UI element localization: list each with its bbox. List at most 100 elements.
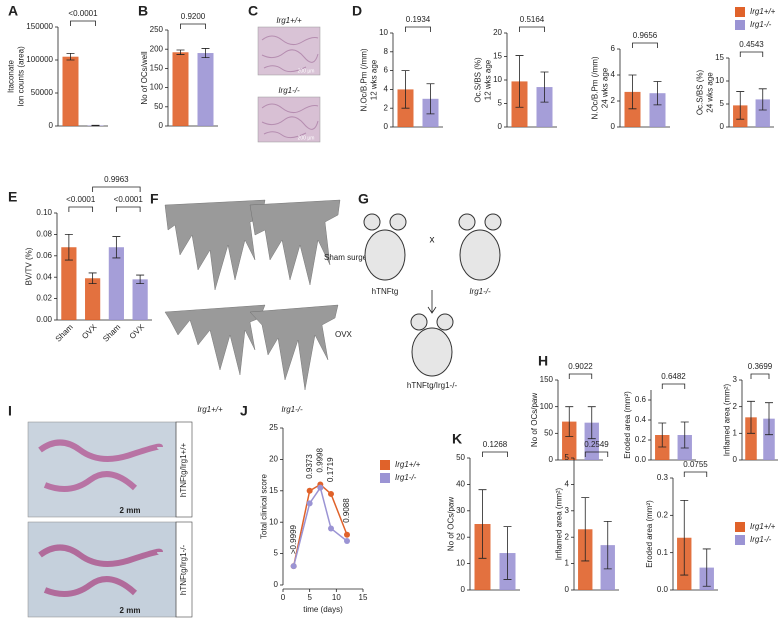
y-tick-label: 50 (544, 428, 553, 437)
bar (108, 247, 124, 320)
y-tick-label: 0 (461, 585, 466, 594)
scale-label: 2 mm (120, 606, 141, 615)
legend-label: Irg1+/+ (750, 7, 776, 16)
error-bar (747, 400, 755, 434)
error-bar (136, 274, 145, 285)
y-tick-label: 0 (611, 122, 616, 131)
y-tick-label: 20 (456, 532, 465, 541)
y-tick-label: 0.0 (635, 455, 647, 464)
significance-bracket (68, 206, 94, 212)
scale-label: 200 µm (298, 68, 315, 74)
y-tick-label: 50000 (31, 88, 54, 97)
x-tick-label: OVX (128, 322, 147, 341)
point (306, 500, 313, 507)
diagram-label: x (430, 235, 435, 246)
significance-bracket (584, 451, 609, 457)
x-tick-label: OVX (80, 322, 99, 341)
p-value: 0.1934 (406, 15, 431, 24)
legend-swatch (735, 535, 745, 545)
image-label: Irg1-/- (278, 86, 300, 95)
point (344, 538, 350, 545)
y-tick-label: 0.3 (657, 473, 669, 482)
scale-label: 2 mm (120, 506, 141, 515)
y-tick-label: 6 (611, 44, 616, 53)
p-value: 0.4543 (739, 40, 764, 49)
x-tick-label: 0 (281, 593, 286, 602)
error-bar (66, 53, 75, 61)
y-tick-label: 250 (150, 25, 164, 34)
legend-swatch (380, 473, 390, 483)
p-value: 0.2549 (584, 440, 609, 449)
p-value: >0.9999 (289, 524, 298, 554)
diagram-label: Irg1-/- (469, 287, 491, 296)
image-texture (261, 103, 319, 139)
p-value: 0.5164 (520, 15, 545, 24)
p-value: 0.9022 (568, 362, 593, 371)
y-tick-label: 8 (384, 47, 389, 56)
diagram-label: hTNFtg (372, 287, 399, 296)
y-tick-label: 50 (154, 102, 163, 111)
y-axis-label: Eroded area (mm²) (623, 391, 632, 459)
y-axis-label: 24 wks age (601, 67, 610, 108)
p-value: 0.1719 (326, 457, 335, 482)
image-texture (261, 35, 319, 73)
mouse-icons (363, 213, 502, 377)
bar (61, 247, 77, 320)
panel-label: I (8, 403, 12, 419)
y-tick-label: 2 (384, 103, 389, 112)
error-bar (478, 489, 487, 559)
histology-image (27, 521, 177, 618)
y-axis-label: N.Oc/B.Pm (/mm) (591, 56, 600, 119)
error-bar (736, 91, 745, 120)
y-axis-label: Eroded area (mm²) (645, 500, 654, 568)
panel-label: E (8, 189, 17, 205)
y-tick-label: 0.0 (657, 585, 669, 594)
significance-bracket (739, 51, 764, 57)
significance-bracket (115, 206, 141, 212)
y-tick-label: 15 (269, 486, 278, 495)
y-axis-label: 24 wks age (705, 72, 714, 113)
y-tick-label: 10 (493, 75, 502, 84)
legend-swatch (735, 7, 745, 17)
error-bar (603, 520, 612, 570)
y-axis-label: BV/TV (%) (25, 247, 34, 285)
image-label: hTNFtg/Irg1-/- (179, 545, 188, 596)
significance-bracket (750, 373, 770, 379)
y-axis-label: 12 wks age (483, 59, 492, 100)
bar (62, 56, 79, 127)
y-axis-label: No of OCs/paw (446, 497, 455, 551)
error-bar (201, 48, 210, 59)
y-axis-label: N.Oc/B.Pm (/mm) (359, 48, 368, 111)
image-label: Irg1+/+ (276, 16, 302, 25)
y-tick-label: 0 (498, 122, 503, 131)
p-value: 0.9998 (315, 448, 324, 473)
panel-label: B (138, 3, 148, 19)
significance-bracket (632, 42, 658, 48)
y-tick-label: 100000 (26, 55, 53, 64)
y-tick-label: 0.04 (36, 272, 52, 281)
bar (132, 279, 148, 320)
y-tick-label: 0.1 (657, 548, 669, 557)
y-axis-label: Itaconate (7, 59, 16, 92)
point (344, 531, 350, 538)
y-tick-label: 5 (720, 99, 725, 108)
image-label: Irg1+/+ (197, 405, 223, 414)
p-value: 0.9088 (342, 498, 351, 523)
histology-image (257, 26, 321, 76)
p-value: 0.9373 (305, 454, 314, 479)
y-tick-label: 0 (549, 455, 554, 464)
error-bar (515, 55, 524, 108)
y-tick-label: 10 (269, 517, 278, 526)
y-tick-label: 0.02 (36, 294, 52, 303)
y-axis-label: Inflamed area (mm²) (723, 383, 732, 456)
arrow (427, 290, 437, 314)
panel-label: J (240, 403, 248, 419)
legend-swatch (735, 20, 745, 30)
error-bar (88, 272, 97, 285)
line (292, 483, 348, 567)
y-tick-label: 10 (379, 28, 388, 37)
significance-bracket (70, 20, 96, 26)
y-tick-label: 0.6 (635, 395, 647, 404)
